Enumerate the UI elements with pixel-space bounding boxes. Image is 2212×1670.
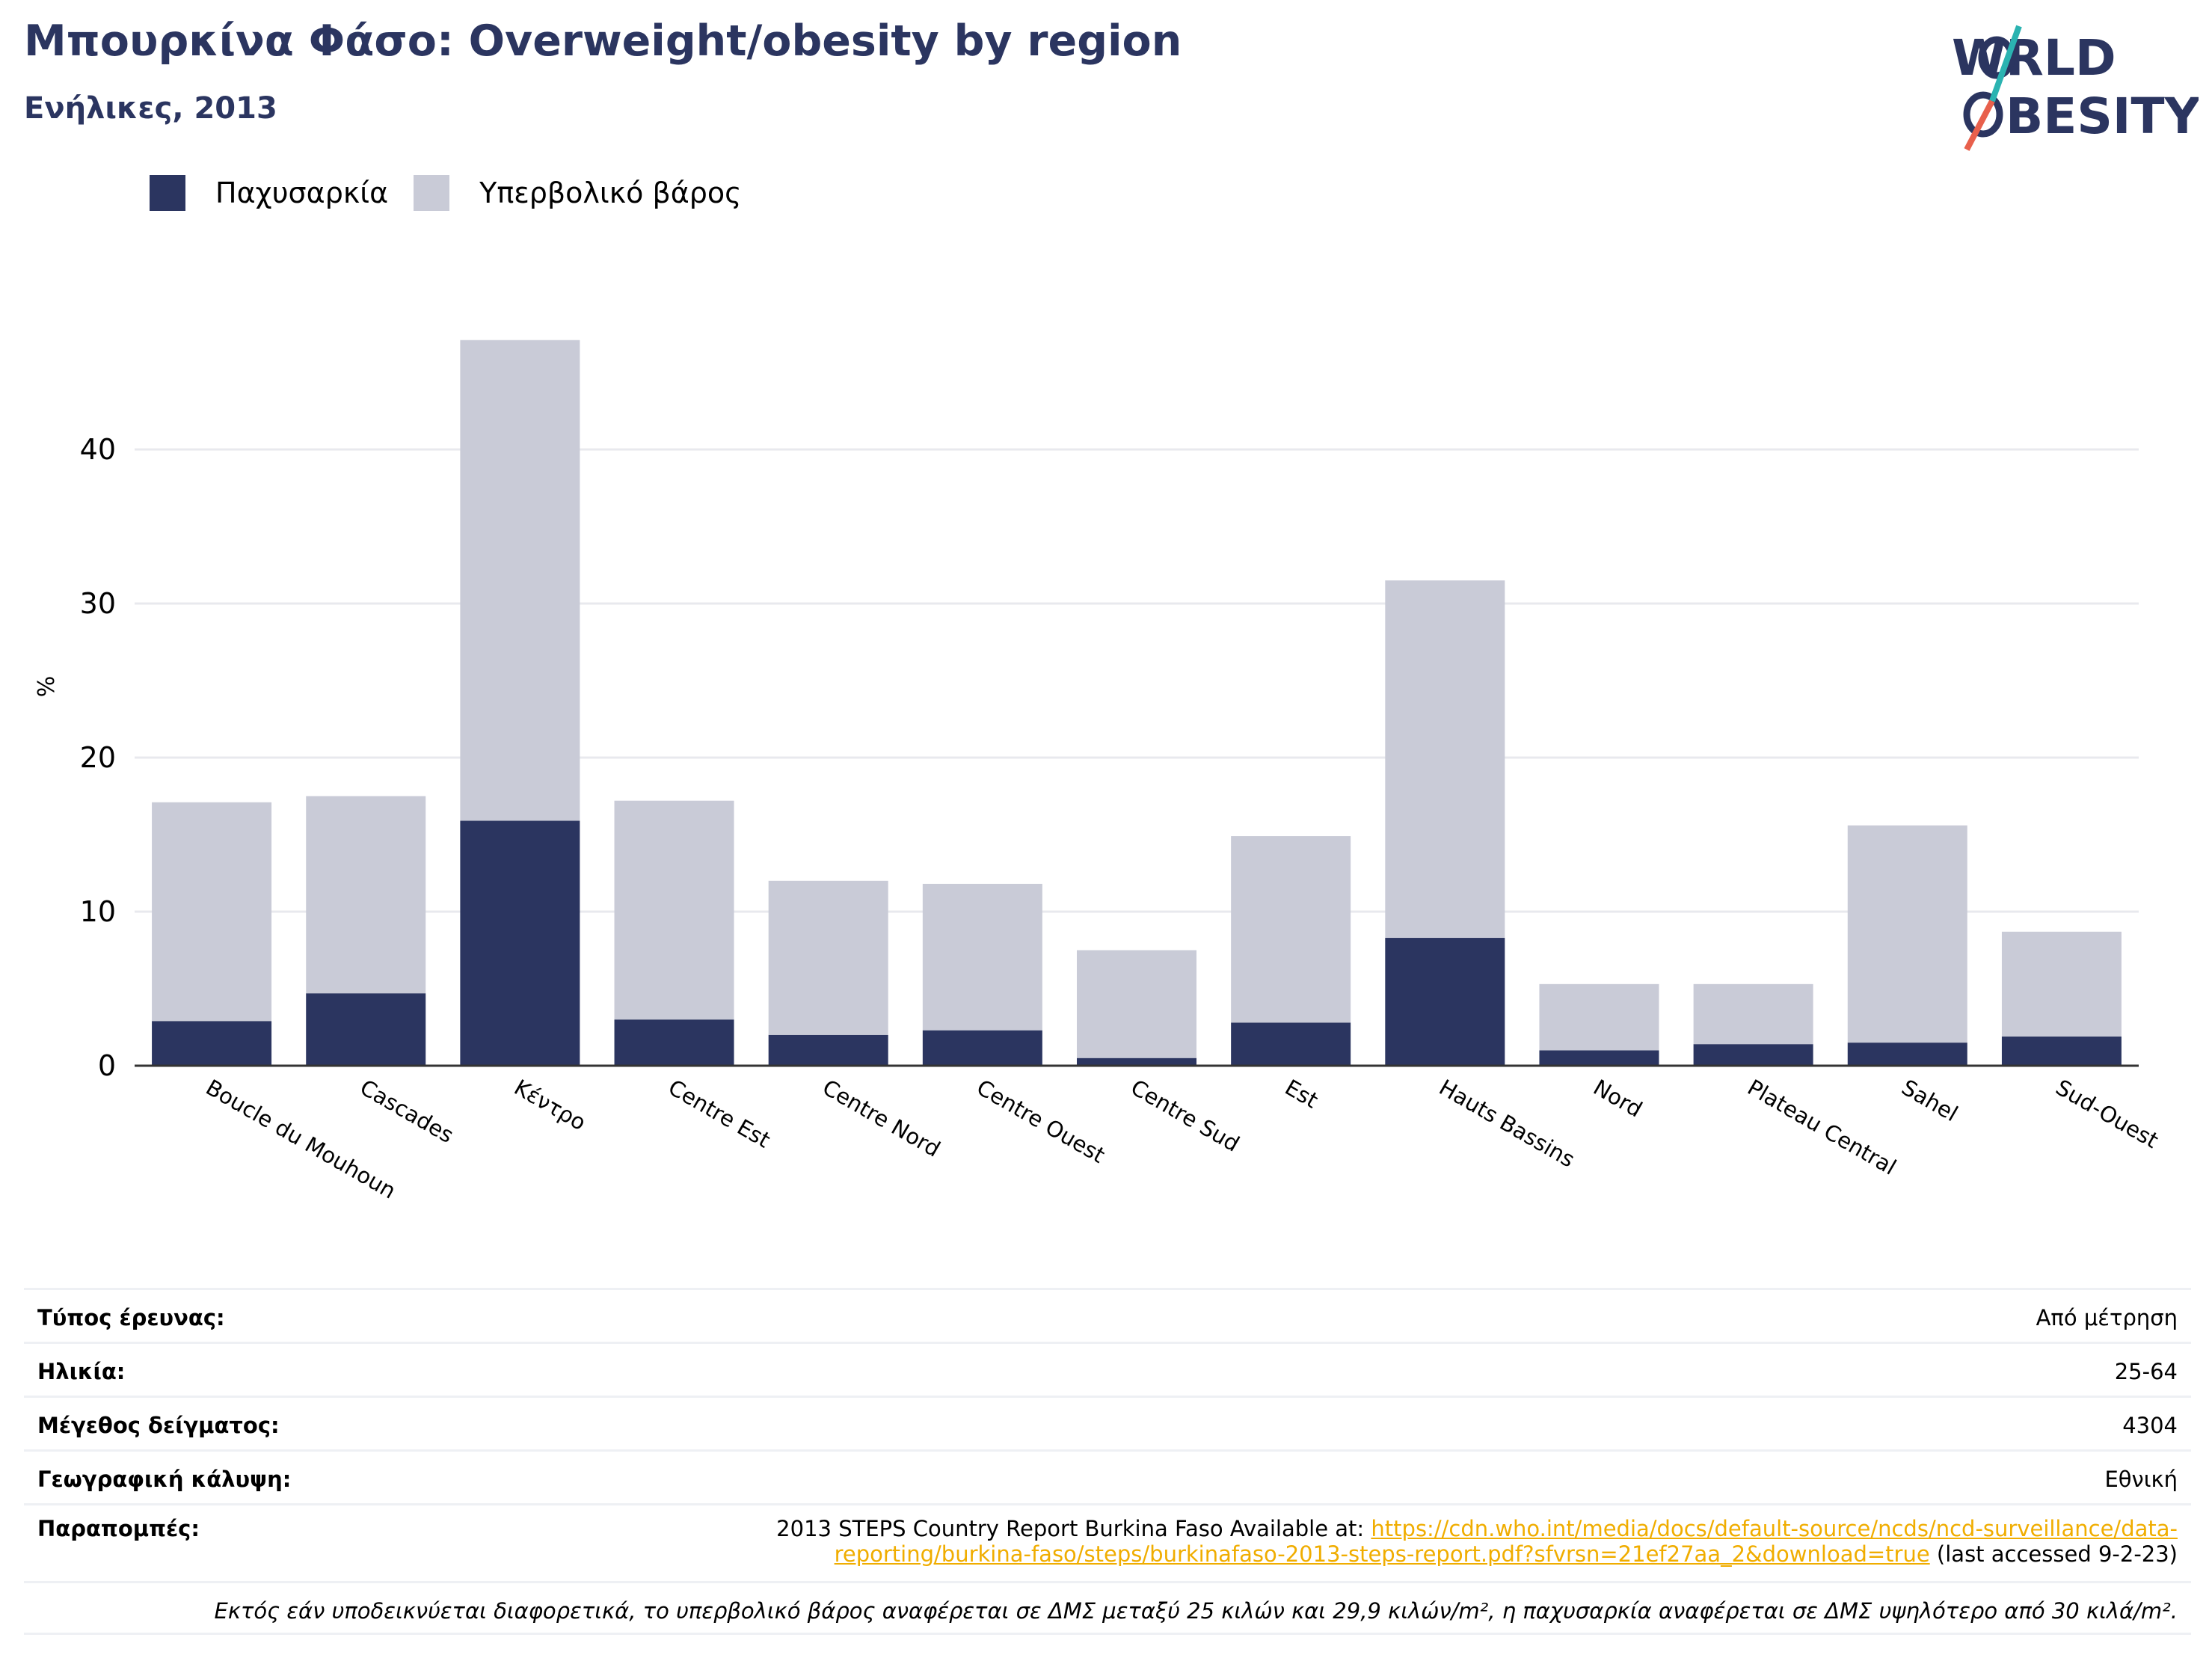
bar-obesity xyxy=(2001,1036,2122,1066)
page-subtitle: Ενήλικες, 2013 xyxy=(24,91,277,126)
x-tick-label: Κέντρο xyxy=(510,1075,591,1136)
legend-swatch-obesity xyxy=(150,175,185,211)
references-value: 2013 STEPS Country Report Burkina Faso A… xyxy=(776,1505,2178,1581)
svg-text:BESITY: BESITY xyxy=(2006,88,2199,145)
bar-obesity xyxy=(1231,1022,1351,1066)
definition-note: Εκτός εάν υποδεικνύεται διαφορετικά, το … xyxy=(214,1598,2178,1624)
y-tick-label: 40 xyxy=(80,433,116,466)
x-tick-label: Centre Ouest xyxy=(972,1075,1109,1168)
references-suffix: (last accessed 9-2-23) xyxy=(1929,1541,2178,1567)
references-label: Παραπομπές: xyxy=(37,1516,200,1541)
info-row-age: Ηλικία: 25-64 xyxy=(24,1342,2191,1396)
x-tick-label: Est xyxy=(1281,1075,1323,1114)
bar-obesity xyxy=(1385,938,1505,1066)
bar-overweight xyxy=(152,802,272,1022)
info-row-survey-type: Τύπος έρευνας: Από μέτρηση xyxy=(24,1288,2191,1342)
x-tick-label: Centre Sud xyxy=(1127,1075,1244,1157)
bar-overweight xyxy=(1385,580,1505,939)
bar-overweight xyxy=(1539,983,1659,1051)
info-row-note: Εκτός εάν υποδεικνύεται διαφορετικά, το … xyxy=(24,1581,2191,1635)
x-tick-label: Centre Est xyxy=(664,1075,775,1153)
references-prefix: 2013 STEPS Country Report Burkina Faso A… xyxy=(776,1516,1371,1541)
info-row-references: Παραπομπές: 2013 STEPS Country Report Bu… xyxy=(24,1503,2191,1581)
y-axis-label: % xyxy=(34,676,60,698)
x-tick-label: Plateau Central xyxy=(1743,1075,1901,1180)
world-obesity-logo: W RLD BESITY xyxy=(1952,25,2199,151)
coverage-value: Εθνική xyxy=(2104,1467,2178,1492)
bar-overweight xyxy=(460,340,580,821)
bar-obesity xyxy=(1847,1043,1967,1066)
bar-overweight xyxy=(768,880,888,1035)
y-tick-label: 30 xyxy=(80,587,116,620)
bar-obesity xyxy=(614,1019,734,1066)
sample-size-label: Μέγεθος δείγματος: xyxy=(37,1413,280,1438)
references-link-line1[interactable]: https://cdn.who.int/media/docs/default-s… xyxy=(1371,1516,2178,1541)
survey-type-label: Τύπος έρευνας: xyxy=(37,1305,225,1330)
bar-overweight xyxy=(922,883,1042,1031)
svg-text:RLD: RLD xyxy=(2006,29,2116,87)
bar-obesity xyxy=(922,1030,1042,1066)
bar-overweight xyxy=(1693,983,1813,1045)
x-tick-label: Hauts Bassins xyxy=(1435,1075,1579,1173)
info-row-sample-size: Μέγεθος δείγματος: 4304 xyxy=(24,1396,2191,1449)
legend-label-overweight: Υπερβολικό βάρος xyxy=(479,176,742,209)
bar-obesity xyxy=(1539,1050,1659,1066)
survey-type-value: Από μέτρηση xyxy=(2036,1305,2178,1330)
x-tick-label: Sahel xyxy=(1897,1075,1962,1127)
x-tick-label: Centre Nord xyxy=(818,1075,944,1162)
info-row-coverage: Γεωγραφική κάλυψη: Εθνική xyxy=(24,1449,2191,1503)
legend-label-obesity: Παχυσαρκία xyxy=(215,176,389,209)
x-tick-label: Nord xyxy=(1589,1075,1647,1123)
y-tick-label: 20 xyxy=(80,741,116,774)
survey-info-table: Τύπος έρευνας: Από μέτρηση Ηλικία: 25-64… xyxy=(24,1288,2191,1635)
bar-obesity xyxy=(306,993,426,1066)
bar-overweight xyxy=(2001,931,2122,1037)
bar-overweight xyxy=(306,796,426,994)
sample-size-value: 4304 xyxy=(2122,1413,2178,1438)
y-tick-label: 10 xyxy=(80,895,116,928)
chart-legend: Παχυσαρκία Υπερβολικό βάρος xyxy=(150,174,766,212)
coverage-label: Γεωγραφική κάλυψη: xyxy=(37,1467,292,1492)
legend-item-obesity: Παχυσαρκία xyxy=(150,175,388,211)
bar-obesity xyxy=(1693,1044,1813,1066)
legend-swatch-overweight xyxy=(414,175,450,211)
bar-obesity xyxy=(1077,1057,1196,1066)
bar-obesity xyxy=(460,820,580,1066)
x-tick-label: Sud-Ouest xyxy=(2051,1075,2163,1153)
y-tick-label: 0 xyxy=(98,1049,116,1082)
page-title: Μπουρκίνα Φάσο: Overweight/obesity by re… xyxy=(24,16,1182,66)
bar-overweight xyxy=(1231,836,1351,1023)
bar-overweight xyxy=(614,800,734,1020)
x-tick-label: Cascades xyxy=(356,1075,458,1149)
legend-item-overweight: Υπερβολικό βάρος xyxy=(414,175,741,211)
age-label: Ηλικία: xyxy=(37,1359,126,1384)
age-value: 25-64 xyxy=(2114,1359,2178,1384)
references-link-line2[interactable]: reporting/burkina-faso/steps/burkinafaso… xyxy=(834,1541,1930,1567)
bar-overweight xyxy=(1847,825,1967,1043)
bar-obesity xyxy=(152,1021,272,1066)
bar-overweight xyxy=(1077,950,1196,1058)
bar-obesity xyxy=(768,1034,888,1066)
